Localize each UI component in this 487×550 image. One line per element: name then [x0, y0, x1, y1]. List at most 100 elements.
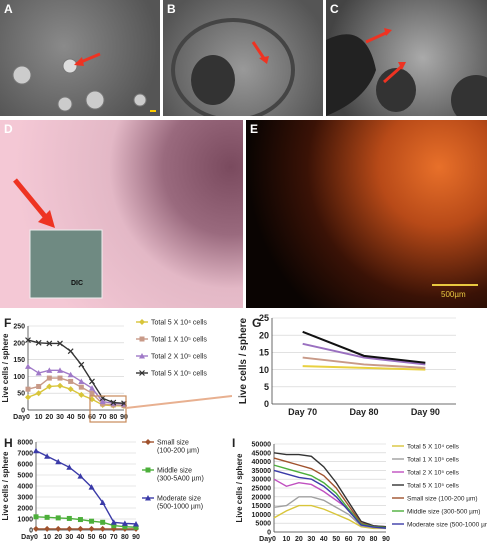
legend-label: Total 5 X 10⁴ cells — [151, 319, 207, 326]
sphere-micrograph-b — [171, 18, 295, 116]
x-axis-prefix: Day — [13, 414, 26, 421]
data-point — [44, 514, 50, 520]
data-point — [139, 319, 145, 325]
series-line — [302, 342, 426, 366]
arrow-icon — [13, 178, 50, 222]
y-tick-label: 1000 — [17, 516, 33, 523]
sphere-fluorescence-e — [432, 284, 478, 286]
series-line — [27, 365, 125, 405]
data-point — [77, 517, 83, 523]
data-point — [133, 524, 139, 530]
data-point — [139, 353, 145, 359]
y-axis-label: Live cells / sphere — [238, 317, 249, 404]
series-line — [302, 365, 426, 371]
x-tick-label: 70 — [99, 414, 107, 421]
y-tick-label: 15000 — [252, 503, 272, 510]
data-point — [57, 367, 63, 373]
data-point — [139, 370, 145, 376]
y-tick-label: 5000 — [17, 472, 33, 479]
x-tick-label: 20 — [45, 414, 53, 421]
x-axis-prefix: Day — [21, 534, 34, 541]
panel-label-b: B — [167, 2, 176, 16]
chart-h: 0 1000 2000 3000 4000 5000 6000 7000 8000 Day 0 10 2… — [1, 439, 204, 541]
data-point — [122, 524, 128, 530]
panel-b-image: B — [163, 0, 323, 116]
dic-inset-label: DIC — [71, 280, 84, 287]
data-point — [121, 520, 128, 526]
y-tick-label: 0 — [21, 407, 25, 414]
data-point — [66, 515, 72, 521]
data-point — [33, 514, 39, 520]
x-tick-label: 20 — [295, 536, 303, 543]
data-point — [145, 439, 151, 445]
y-tick-label: 10000 — [252, 512, 272, 519]
data-point — [145, 467, 151, 473]
x-tick-label: 10 — [43, 534, 51, 541]
data-point — [89, 518, 95, 524]
series-line — [27, 339, 125, 404]
x-tick-label: 30 — [307, 536, 315, 543]
data-point — [46, 383, 53, 390]
legend-label: Total 1 X 10⁵ cells — [407, 456, 460, 463]
panel-label-i: I — [232, 436, 236, 450]
legend-label: Total 5 X 10⁴ cells — [407, 443, 460, 450]
legend-label: Total 5 X 10⁵ cells — [407, 482, 460, 489]
x-tick-label: 20 — [54, 534, 62, 541]
y-tick-label: 50000 — [252, 441, 272, 448]
legend-label: (500-1000 µm) — [157, 503, 203, 510]
x-tick-label: 60 — [99, 534, 107, 541]
panel-label-a: A — [4, 2, 13, 16]
chart-g: 0 5 10 15 20 25 Day 70 Day 80 Day 90 Live cells /… — [238, 313, 456, 417]
x-tick-label: 30 — [65, 534, 73, 541]
x-tick-label: 90 — [132, 534, 140, 541]
y-tick-label: 7000 — [17, 450, 33, 457]
y-tick-label: 50 — [17, 391, 25, 398]
panel-label-g: G — [252, 316, 262, 330]
y-tick-label: 0 — [264, 399, 269, 409]
legend-label: Moderate size — [157, 495, 201, 502]
legend-label: Total 2 X 10⁵ cells — [407, 469, 460, 476]
data-point — [99, 525, 106, 532]
data-point — [89, 378, 95, 385]
series-line — [273, 504, 386, 530]
data-point — [110, 399, 117, 406]
arrow-icon — [251, 41, 267, 61]
data-point — [44, 525, 51, 532]
y-tick-label: 150 — [13, 357, 25, 364]
data-point — [46, 375, 52, 381]
x-tick-label: 50 — [77, 414, 85, 421]
data-point — [25, 337, 31, 344]
x-tick-label: 80 — [109, 414, 117, 421]
data-point — [55, 458, 62, 465]
data-point — [67, 386, 74, 393]
y-tick-label: 200 — [13, 340, 25, 347]
panel-e-image: E 500µm — [246, 120, 487, 308]
data-point — [111, 523, 117, 529]
y-tick-label: 5 — [264, 382, 269, 392]
x-tick-label: 40 — [67, 414, 75, 421]
y-tick-label: 2000 — [17, 505, 33, 512]
data-point — [35, 390, 42, 397]
arrow-icon — [365, 30, 389, 44]
x-tick-label: 40 — [320, 536, 328, 543]
series-line — [302, 356, 426, 369]
data-point — [35, 370, 42, 376]
series-line — [273, 457, 387, 529]
panel-h-chart: 0 1000 2000 3000 4000 5000 6000 7000 8000 Day 0 10 2… — [0, 434, 232, 550]
legend-label: (100-200 µm) — [157, 447, 199, 454]
y-tick-label: 20000 — [252, 494, 272, 501]
data-point — [99, 499, 106, 505]
data-point — [66, 525, 73, 532]
data-point — [100, 519, 106, 525]
x-tick-label: 0 — [272, 536, 276, 543]
data-point — [57, 382, 63, 389]
legend-label: Moderate size (500-1000 µm) — [407, 521, 487, 528]
series-line — [35, 516, 137, 528]
data-point — [77, 473, 84, 479]
scale-bar — [432, 284, 478, 286]
data-point — [55, 525, 62, 532]
sphere-micrograph-a — [12, 52, 156, 112]
x-tick-label: 80 — [121, 534, 129, 541]
x-tick-label: 60 — [345, 536, 353, 543]
